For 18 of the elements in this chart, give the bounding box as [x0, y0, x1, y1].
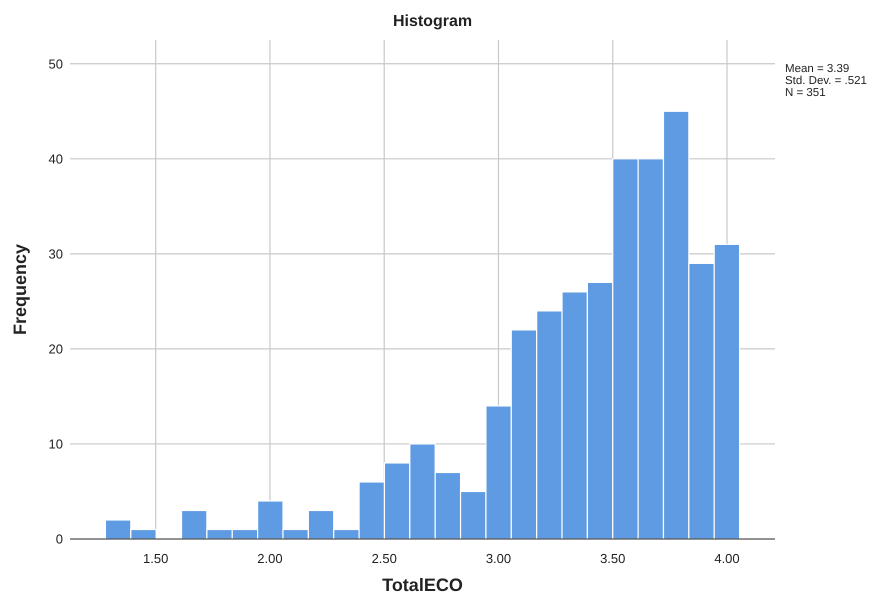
- y-tick-label: 40: [48, 151, 63, 166]
- chart-title: Histogram: [392, 13, 472, 30]
- x-tick-label: 3.00: [486, 551, 512, 566]
- y-axis-title: Frequency: [10, 244, 30, 336]
- x-tick-label: 3.50: [600, 551, 626, 566]
- y-tick-label: 50: [48, 56, 63, 72]
- x-tick-label: 2.50: [372, 551, 397, 566]
- y-tick-label: 10: [48, 436, 63, 452]
- x-tick-label: 2.00: [257, 551, 283, 566]
- x-axis-title: TotalECO: [382, 575, 463, 595]
- y-tick-label: 20: [48, 341, 63, 356]
- x-tick-label: 1.50: [143, 551, 168, 566]
- y-tick-label: 30: [48, 246, 63, 262]
- y-tick-label: 0: [56, 532, 63, 546]
- text: Mean = 3.39: [785, 63, 850, 75]
- x-tick-label: 4.00: [714, 551, 740, 566]
- text: Std. Dev. = .521: [785, 75, 867, 87]
- text: N = 351: [785, 87, 826, 99]
